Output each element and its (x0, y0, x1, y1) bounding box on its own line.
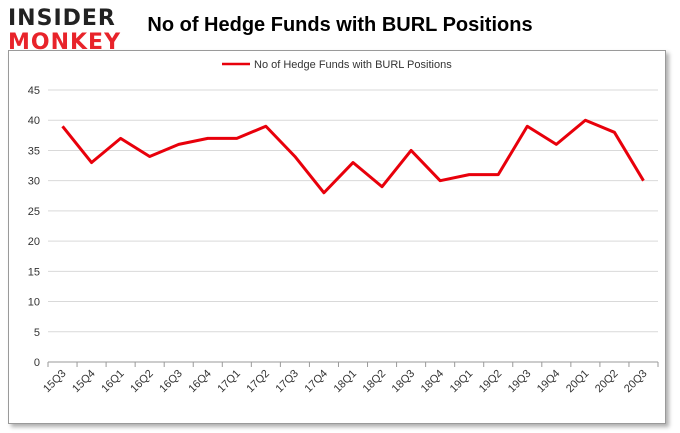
x-tick-label: 16Q2 (128, 368, 156, 396)
y-tick-label: 40 (28, 115, 40, 127)
x-tick-label: 16Q4 (186, 368, 214, 396)
y-axis-ticks: 0 5 10 15 20 25 30 35 40 45 (28, 85, 40, 369)
y-tick-label: 25 (28, 206, 40, 218)
y-tick-label: 20 (28, 236, 40, 248)
y-tick-label: 45 (28, 85, 40, 97)
x-tick-label: 17Q1 (215, 368, 243, 396)
x-tick-label: 17Q2 (244, 368, 272, 396)
y-tick-label: 10 (28, 297, 40, 309)
x-tick-label: 19Q2 (477, 368, 505, 396)
x-tick-label: 17Q4 (303, 368, 331, 396)
series-group (61, 118, 645, 195)
grid-lines (48, 89, 658, 363)
x-tick-label: 18Q2 (361, 368, 389, 396)
legend-label: No of Hedge Funds with BURL Positions (254, 59, 452, 71)
y-tick-label: 0 (34, 357, 40, 369)
x-tick-label: 15Q4 (70, 368, 98, 396)
insider-monkey-logo: INSIDER MONKEY (8, 6, 128, 56)
x-tick-label: 17Q3 (274, 368, 302, 396)
x-axis-ticks: 15Q3 15Q4 16Q1 16Q2 16Q3 16Q4 17Q1 17Q2 17Q3 17Q4… (41, 362, 659, 396)
y-tick-label: 5 (34, 327, 40, 339)
chart-title: No of Hedge Funds with BURL Positions (147, 14, 533, 36)
y-tick-label: 30 (28, 176, 40, 188)
series-line (61, 118, 645, 195)
x-tick-label: 20Q3 (622, 368, 650, 396)
x-tick-label: 18Q3 (390, 368, 418, 396)
y-tick-label: 15 (28, 266, 40, 278)
x-tick-label: 15Q3 (41, 368, 69, 396)
x-tick-label: 18Q4 (419, 368, 447, 396)
x-tick-label: 19Q4 (535, 368, 563, 396)
x-tick-label: 19Q3 (506, 368, 534, 396)
x-tick-label: 16Q3 (157, 368, 185, 396)
x-tick-label: 18Q1 (332, 368, 360, 396)
legend: No of Hedge Funds with BURL Positions (222, 59, 452, 71)
x-tick-label: 20Q1 (564, 368, 592, 396)
logo-line-1: INSIDER (8, 6, 116, 31)
x-tick-label: 19Q1 (448, 368, 476, 396)
x-tick-label: 16Q1 (99, 368, 127, 396)
y-tick-label: 35 (28, 145, 40, 157)
x-tick-label: 20Q2 (593, 368, 621, 396)
